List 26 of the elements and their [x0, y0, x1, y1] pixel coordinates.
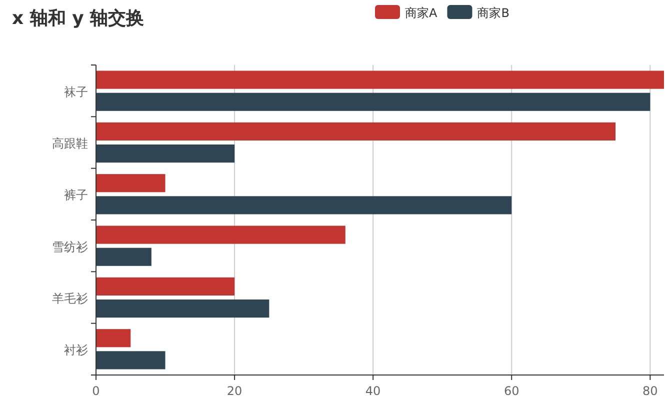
bar [96, 300, 270, 318]
bar [96, 351, 166, 370]
bar [96, 70, 664, 89]
x-tick-label: 20 [226, 384, 242, 398]
bar [96, 144, 235, 163]
x-tick-label: 0 [92, 384, 100, 398]
legend-label: 商家A [405, 6, 438, 20]
bar [96, 122, 616, 140]
y-tick-label: 高跟鞋 [52, 136, 88, 150]
bar [96, 196, 512, 214]
bar [96, 248, 152, 266]
x-tick-label: 40 [365, 384, 381, 398]
y-tick-label: 羊毛衫 [52, 292, 88, 306]
y-tick-label: 衬衫 [64, 343, 88, 358]
bar [96, 92, 650, 111]
y-tick-label: 袜子 [64, 84, 88, 99]
legend-label: 商家B [477, 6, 510, 20]
x-tick-label: 60 [504, 384, 520, 398]
bar [96, 174, 166, 192]
bar [96, 226, 346, 244]
y-tick-label: 裤子 [64, 188, 88, 202]
x-tick-label: 80 [642, 384, 658, 398]
bar [96, 329, 131, 348]
y-tick-label: 雪纺衫 [52, 240, 88, 254]
bar [96, 277, 235, 296]
chart-title: x 轴和 y 轴交换 [12, 8, 144, 29]
